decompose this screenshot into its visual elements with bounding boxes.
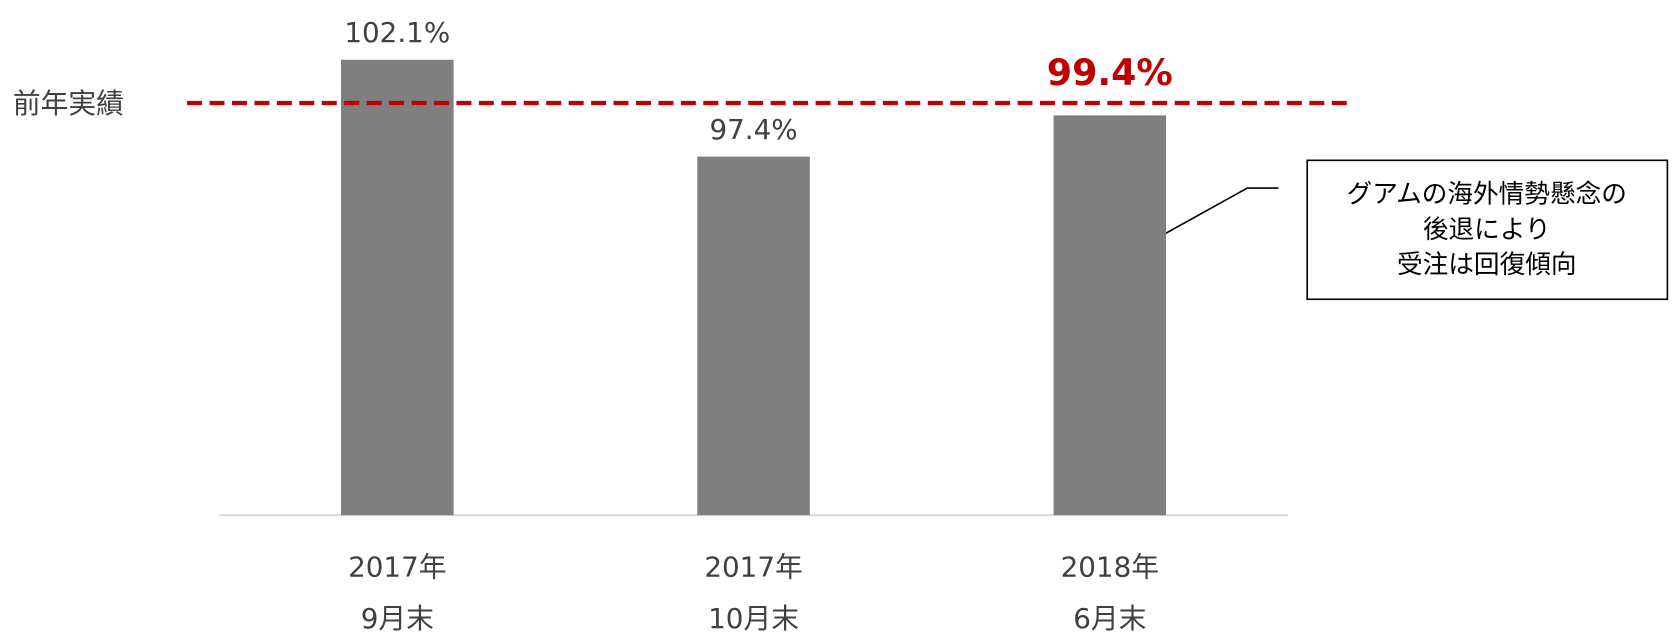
x-tick-label: 2017年: [348, 551, 446, 584]
annotation-text: 受注は回復傾向: [1397, 250, 1577, 280]
value-label: 99.4%: [1047, 51, 1173, 94]
bar: [341, 59, 454, 516]
value-label: 102.1%: [344, 16, 450, 49]
x-tick-label: 6月末: [1073, 602, 1146, 635]
reference-label: 前年実績: [13, 87, 124, 120]
annotation-box: [1306, 159, 1669, 301]
annotation-text: グアムの海外情勢懸念の: [1347, 180, 1627, 210]
value-label: 97.4%: [709, 113, 797, 146]
bar: [697, 156, 810, 516]
bar: [1053, 115, 1167, 516]
x-tick-label: 2017年: [704, 551, 802, 584]
annotation-text: 後退により: [1423, 215, 1551, 245]
x-tick-label: 2018年: [1061, 551, 1159, 584]
leader-line: [1129, 187, 1279, 255]
x-tick-label: 9月末: [361, 602, 434, 635]
x-tick-label: 10月末: [708, 602, 799, 635]
